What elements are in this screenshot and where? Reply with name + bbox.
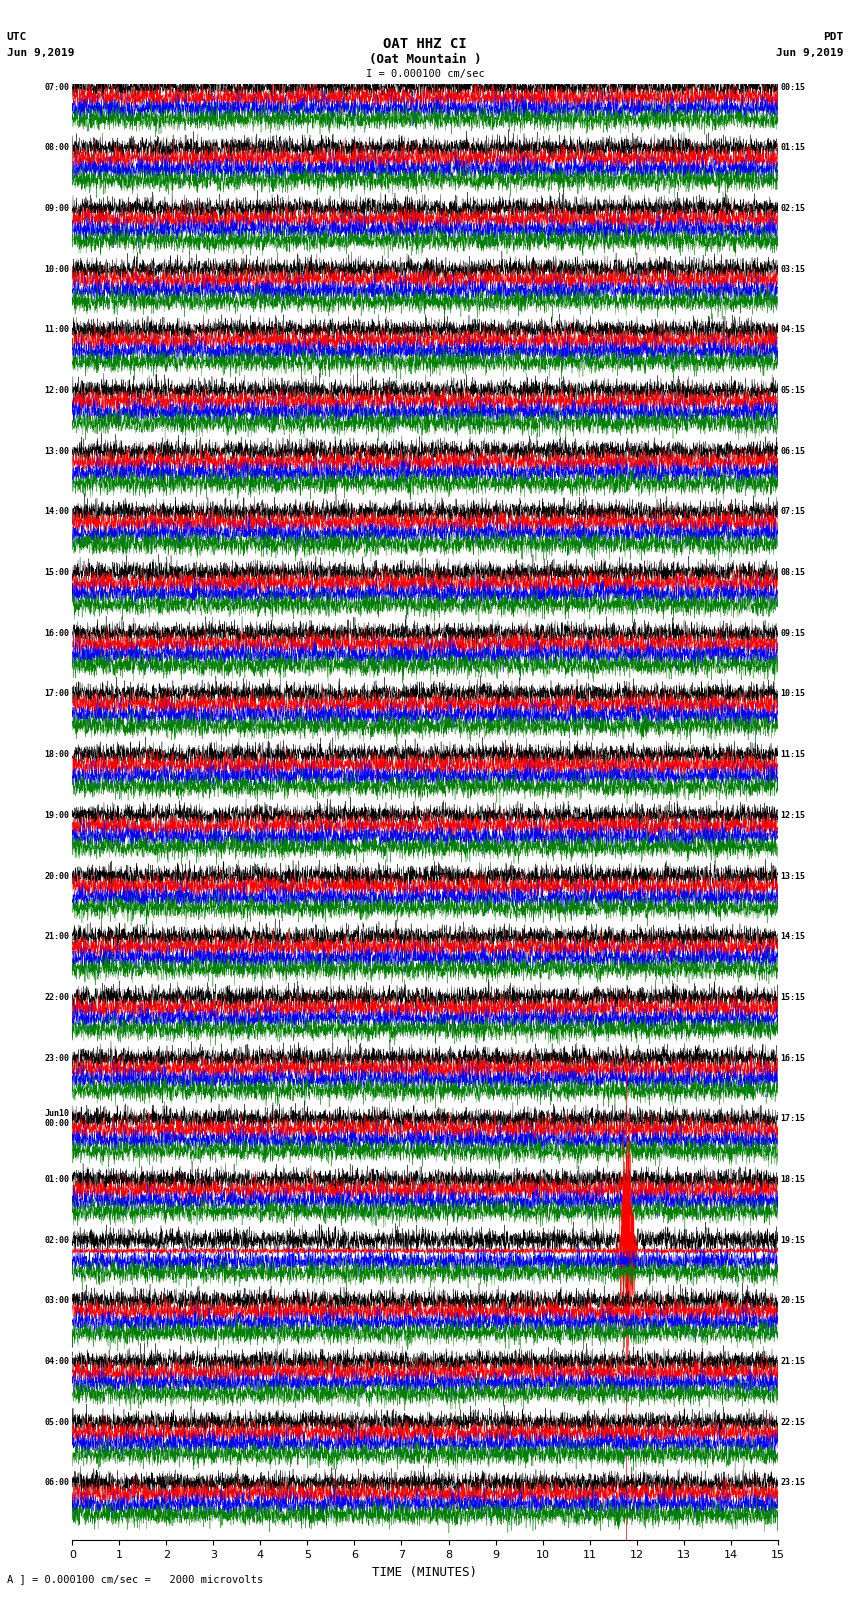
Text: 01:15: 01:15 bbox=[780, 144, 806, 152]
Text: 06:15: 06:15 bbox=[780, 447, 806, 456]
Text: 13:00: 13:00 bbox=[44, 447, 70, 456]
Text: 08:00: 08:00 bbox=[44, 144, 70, 152]
Text: A ] = 0.000100 cm/sec =   2000 microvolts: A ] = 0.000100 cm/sec = 2000 microvolts bbox=[7, 1574, 263, 1584]
Text: 19:15: 19:15 bbox=[780, 1236, 806, 1245]
Text: 14:15: 14:15 bbox=[780, 932, 806, 942]
Text: 06:00: 06:00 bbox=[44, 1479, 70, 1487]
Text: 04:00: 04:00 bbox=[44, 1357, 70, 1366]
Text: Jun10
00:00: Jun10 00:00 bbox=[44, 1110, 70, 1129]
Text: 20:00: 20:00 bbox=[44, 871, 70, 881]
Text: 11:15: 11:15 bbox=[780, 750, 806, 760]
Text: 12:00: 12:00 bbox=[44, 386, 70, 395]
Text: (Oat Mountain ): (Oat Mountain ) bbox=[369, 53, 481, 66]
Text: UTC: UTC bbox=[7, 32, 27, 42]
Text: 05:00: 05:00 bbox=[44, 1418, 70, 1428]
Text: 15:00: 15:00 bbox=[44, 568, 70, 577]
Text: 16:00: 16:00 bbox=[44, 629, 70, 637]
Text: 13:15: 13:15 bbox=[780, 871, 806, 881]
Text: 01:00: 01:00 bbox=[44, 1174, 70, 1184]
Text: 04:15: 04:15 bbox=[780, 326, 806, 334]
Text: 11:00: 11:00 bbox=[44, 326, 70, 334]
Text: 18:15: 18:15 bbox=[780, 1174, 806, 1184]
Text: 18:00: 18:00 bbox=[44, 750, 70, 760]
X-axis label: TIME (MINUTES): TIME (MINUTES) bbox=[372, 1566, 478, 1579]
Text: 05:15: 05:15 bbox=[780, 386, 806, 395]
Text: 09:15: 09:15 bbox=[780, 629, 806, 637]
Text: 14:00: 14:00 bbox=[44, 508, 70, 516]
Text: 17:15: 17:15 bbox=[780, 1115, 806, 1123]
Text: 09:00: 09:00 bbox=[44, 203, 70, 213]
Text: 15:15: 15:15 bbox=[780, 994, 806, 1002]
Text: 21:00: 21:00 bbox=[44, 932, 70, 942]
Text: 22:00: 22:00 bbox=[44, 994, 70, 1002]
Text: 20:15: 20:15 bbox=[780, 1297, 806, 1305]
Text: 17:00: 17:00 bbox=[44, 689, 70, 698]
Text: 23:00: 23:00 bbox=[44, 1053, 70, 1063]
Text: OAT HHZ CI: OAT HHZ CI bbox=[383, 37, 467, 52]
Text: I = 0.000100 cm/sec: I = 0.000100 cm/sec bbox=[366, 69, 484, 79]
Text: 21:15: 21:15 bbox=[780, 1357, 806, 1366]
Text: Jun 9,2019: Jun 9,2019 bbox=[7, 48, 74, 58]
Text: 03:15: 03:15 bbox=[780, 265, 806, 274]
Text: PDT: PDT bbox=[823, 32, 843, 42]
Text: 19:00: 19:00 bbox=[44, 811, 70, 819]
Text: 07:00: 07:00 bbox=[44, 82, 70, 92]
Text: 22:15: 22:15 bbox=[780, 1418, 806, 1428]
Text: 23:15: 23:15 bbox=[780, 1479, 806, 1487]
Text: Jun 9,2019: Jun 9,2019 bbox=[776, 48, 843, 58]
Text: 03:00: 03:00 bbox=[44, 1297, 70, 1305]
Text: 10:00: 10:00 bbox=[44, 265, 70, 274]
Text: 10:15: 10:15 bbox=[780, 689, 806, 698]
Text: 08:15: 08:15 bbox=[780, 568, 806, 577]
Text: 07:15: 07:15 bbox=[780, 508, 806, 516]
Text: 12:15: 12:15 bbox=[780, 811, 806, 819]
Text: 16:15: 16:15 bbox=[780, 1053, 806, 1063]
Text: 02:15: 02:15 bbox=[780, 203, 806, 213]
Text: 00:15: 00:15 bbox=[780, 82, 806, 92]
Text: 02:00: 02:00 bbox=[44, 1236, 70, 1245]
